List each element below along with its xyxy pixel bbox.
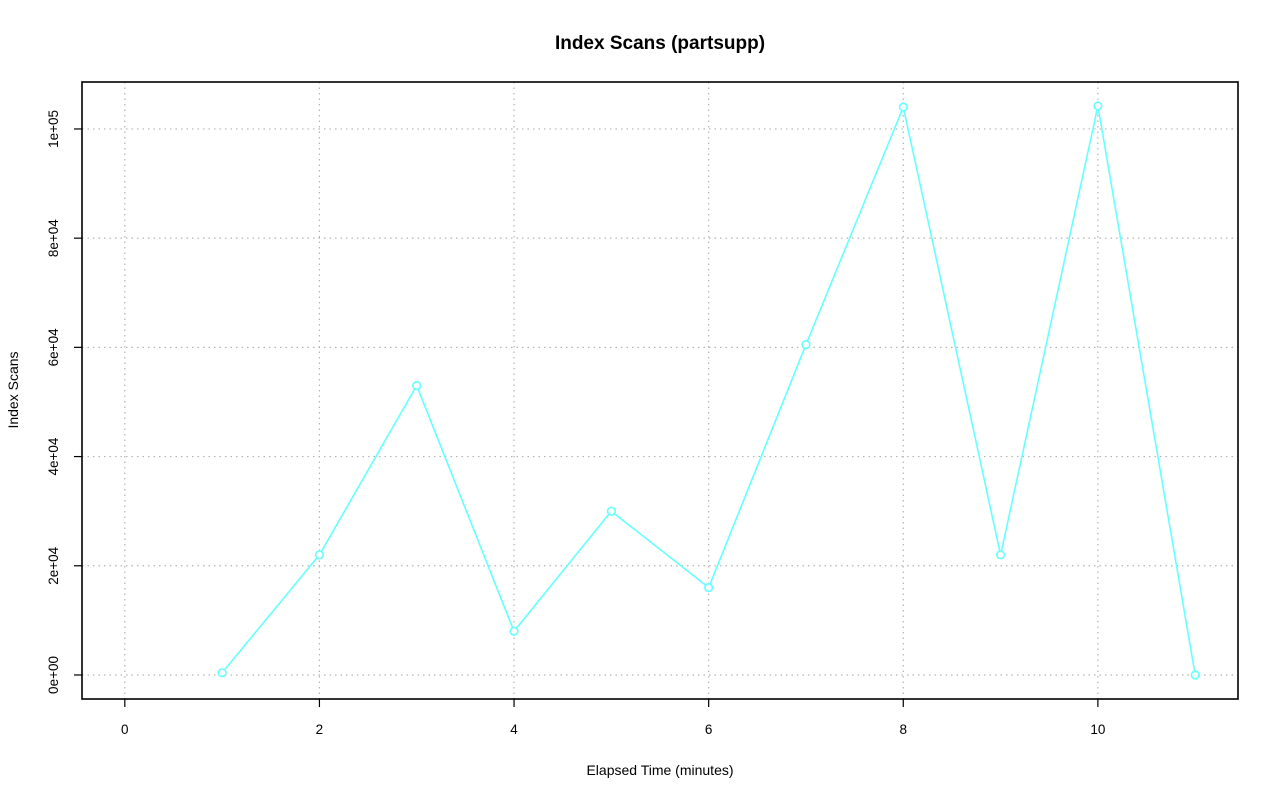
y-tick-label: 6e+04 xyxy=(46,328,61,366)
data-point xyxy=(606,506,616,516)
x-tick-label: 0 xyxy=(121,722,129,737)
data-point xyxy=(314,550,325,560)
x-tick-label: 10 xyxy=(1090,722,1105,737)
y-tick-label: 1e+05 xyxy=(46,110,61,148)
data-point xyxy=(995,550,1006,560)
x-tick-label: 4 xyxy=(510,722,518,737)
y-tick-label: 8e+04 xyxy=(46,219,61,257)
data-point xyxy=(898,102,908,112)
series-layer xyxy=(217,101,1200,680)
plot-frame xyxy=(81,81,1239,700)
y-tick-label: 0e+00 xyxy=(46,656,61,694)
x-axis-label: Elapsed Time (minutes) xyxy=(586,762,733,778)
data-point xyxy=(509,626,519,636)
y-axis: 0e+00 2e+04 4e+04 6e+04 8e+04 1e+05 xyxy=(46,110,82,694)
x-tick-label: 6 xyxy=(705,722,713,737)
chart-title: Index Scans (partsupp) xyxy=(555,33,765,54)
grid xyxy=(82,82,1238,699)
y-tick-label: 4e+04 xyxy=(46,437,61,475)
data-point xyxy=(412,380,422,391)
data-point xyxy=(801,340,811,350)
data-point xyxy=(704,583,714,593)
y-tick-label: 2e+04 xyxy=(46,546,61,584)
data-point xyxy=(1093,101,1103,111)
data-point xyxy=(1190,670,1200,680)
data-point xyxy=(217,668,227,678)
x-tick-label: 8 xyxy=(900,722,908,737)
x-tick-label: 2 xyxy=(316,722,324,737)
y-axis-label: Index Scans xyxy=(5,351,21,428)
x-axis: 0 2 4 6 8 10 xyxy=(121,699,1105,737)
